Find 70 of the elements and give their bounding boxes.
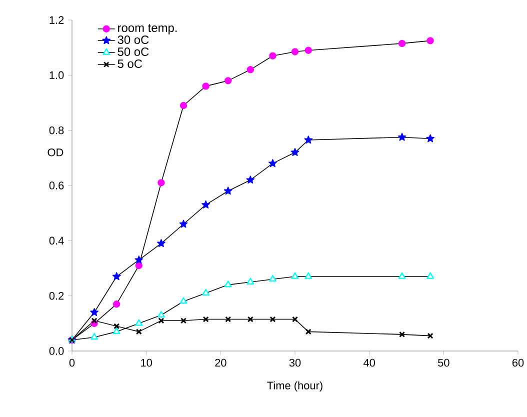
y-tick-label: 0.0 (49, 347, 64, 355)
x-tick-label: 50 (438, 358, 450, 367)
point (180, 297, 188, 304)
point (90, 333, 98, 340)
point (135, 262, 143, 270)
point (90, 308, 99, 316)
point (158, 318, 164, 324)
point (202, 200, 210, 208)
point (292, 316, 298, 322)
y-tick-label: 0.6 (49, 182, 64, 190)
y-tick-label: 1.2 (50, 16, 64, 24)
point (247, 316, 254, 322)
x-tick-label: 30 (289, 358, 301, 367)
point (426, 272, 434, 279)
point (399, 331, 406, 338)
point (113, 300, 120, 308)
point (246, 278, 254, 284)
point (269, 52, 276, 60)
point (291, 48, 299, 56)
point (202, 82, 210, 90)
point (398, 40, 406, 48)
point (157, 239, 166, 248)
point (224, 77, 232, 84)
point (224, 186, 232, 195)
y-tick-label: 0.4 (49, 236, 64, 245)
legend-label: 5 oC (118, 59, 142, 68)
x-tick-label: 40 (363, 358, 375, 367)
point (114, 323, 120, 330)
x-axis-title: Time (hour) (267, 381, 322, 392)
point (224, 280, 232, 288)
point (158, 179, 165, 186)
y-tick-label: 1.0 (50, 71, 64, 80)
y-axis-title: OD (48, 148, 64, 156)
point (268, 275, 276, 282)
legend-label: 30 oC (118, 36, 149, 44)
point (246, 66, 254, 74)
point (180, 102, 188, 110)
x-tick-label: 60 (512, 358, 524, 367)
point (202, 316, 209, 322)
point (398, 272, 406, 279)
point (304, 46, 312, 54)
point (304, 272, 312, 279)
y-tick-label: 0.2 (49, 292, 64, 300)
point (112, 272, 121, 280)
point (290, 148, 300, 156)
legend-label: room temp. (118, 24, 177, 34)
point (180, 318, 187, 324)
point (135, 319, 143, 326)
point (305, 328, 312, 335)
y-tick-label: 0.8 (49, 126, 64, 134)
point (157, 310, 165, 318)
point (426, 37, 434, 44)
point (268, 159, 277, 168)
point (270, 316, 276, 322)
legend-label: 50 oC (118, 48, 149, 56)
point (112, 327, 120, 334)
point (225, 316, 232, 322)
x-tick-label: 0 (69, 358, 75, 367)
x-tick-label: 20 (215, 358, 226, 367)
point (246, 176, 255, 184)
point (426, 134, 434, 142)
point (398, 132, 406, 141)
point (91, 318, 98, 324)
point (136, 328, 142, 335)
point (202, 288, 210, 296)
point (134, 256, 144, 264)
x-tick-label: 10 (141, 358, 152, 367)
point (179, 220, 188, 228)
point (291, 272, 299, 279)
point (304, 136, 313, 144)
